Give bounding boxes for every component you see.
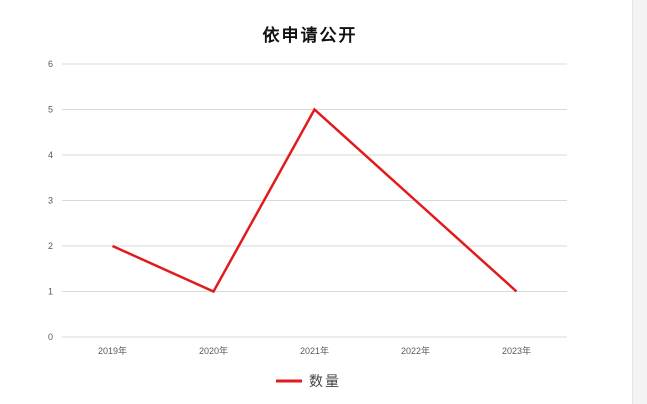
x-tick-label: 2021年 — [300, 345, 329, 356]
gridlines — [62, 63, 567, 338]
y-tick-label: 4 — [48, 150, 53, 160]
x-tick-label: 2019年 — [98, 345, 127, 356]
x-tick-label: 2022年 — [401, 345, 430, 356]
y-tick-label: 6 — [48, 59, 53, 69]
legend-label: 数量 — [309, 374, 341, 390]
x-tick-label: 2020年 — [199, 345, 228, 356]
y-tick-label: 1 — [48, 287, 53, 297]
x-axis-ticks: 2019年 2020年 2021年 2022年 2023年 — [98, 345, 531, 356]
y-tick-label: 3 — [48, 196, 53, 206]
y-tick-label: 5 — [48, 105, 53, 115]
chart-title: 依申请公开 — [263, 25, 358, 46]
y-tick-label: 2 — [48, 241, 53, 251]
legend[interactable]: 数量 — [276, 374, 341, 390]
y-tick-label: 0 — [48, 332, 53, 342]
y-axis-ticks: 0 1 2 3 4 5 6 — [48, 59, 53, 342]
series-lines — [111, 107, 518, 294]
x-tick-label: 2023年 — [502, 345, 531, 356]
scrollbar-track[interactable] — [632, 0, 647, 404]
